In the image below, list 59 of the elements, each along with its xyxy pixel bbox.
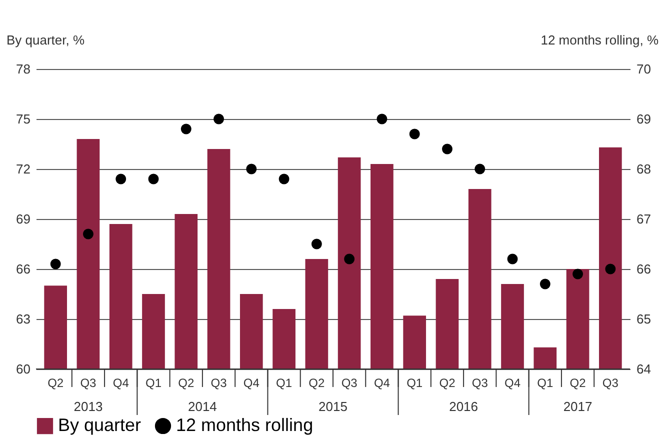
point <box>50 258 61 270</box>
point <box>344 254 355 264</box>
y2-tick-label: 69 <box>636 112 651 126</box>
y2-tick-label: 66 <box>636 262 651 276</box>
point <box>474 164 486 174</box>
x-tick-label: Q2 <box>48 376 64 390</box>
y2-tick-label: 70 <box>636 62 651 76</box>
y-tick-label: 60 <box>16 362 30 376</box>
x-tick-label: Q3 <box>210 376 228 390</box>
y-tick-label: 72 <box>16 162 30 176</box>
point <box>572 268 584 280</box>
x-tick-label: Q1 <box>406 376 423 390</box>
y-axis-title: By quarter, % <box>6 32 85 48</box>
y-tick-label: 63 <box>16 312 30 326</box>
point <box>442 144 452 154</box>
x-tick-label: Q4 <box>243 376 260 390</box>
y-tick-label: 75 <box>16 112 30 126</box>
x-tick-label: Q1 <box>276 376 292 390</box>
point <box>246 164 257 174</box>
point <box>180 124 192 134</box>
x-tick-label: Q2 <box>570 376 586 390</box>
point <box>82 228 94 240</box>
x-tick-label: Q3 <box>602 376 619 390</box>
x-tick-label: Q2 <box>439 376 456 390</box>
x-tick-label: Q1 <box>145 376 162 390</box>
x-tick-label: Q3 <box>472 376 488 390</box>
text: 2015 <box>318 399 348 414</box>
legend-label: By quarter <box>58 415 142 435</box>
y-tick-label: 66 <box>16 262 30 276</box>
x-tick-label: Q2 <box>308 376 326 390</box>
point <box>409 128 420 140</box>
y2-tick-label: 68 <box>636 162 651 176</box>
y2-tick-label: 67 <box>636 212 651 226</box>
point <box>311 238 322 250</box>
x-tick-label: Q4 <box>374 376 390 390</box>
x-tick-label: Q3 <box>341 376 358 390</box>
point <box>278 174 290 184</box>
y2-tick-label: 65 <box>636 312 651 326</box>
y-tick-label: 69 <box>16 212 30 226</box>
text: 2016 <box>449 399 478 414</box>
text: 2014 <box>188 399 217 414</box>
y2-tick-label: 64 <box>636 362 651 376</box>
x-tick-label: Q1 <box>537 376 554 390</box>
text: 2017 <box>563 399 592 414</box>
point <box>540 278 550 290</box>
x-tick-label: Q4 <box>112 376 130 390</box>
x-tick-label: Q2 <box>178 376 194 390</box>
x-tick-label: Q3 <box>80 376 97 390</box>
y2-axis-title: 12 months rolling, % <box>540 32 659 48</box>
point <box>605 264 616 274</box>
text: 2013 <box>74 399 103 414</box>
point <box>214 114 224 124</box>
point <box>507 254 518 264</box>
y-tick-label: 78 <box>16 62 30 76</box>
legend-label: 12 months rolling <box>176 415 314 435</box>
point <box>376 114 388 124</box>
x-tick-label: Q4 <box>504 376 521 390</box>
point <box>116 174 126 184</box>
point <box>148 174 159 184</box>
